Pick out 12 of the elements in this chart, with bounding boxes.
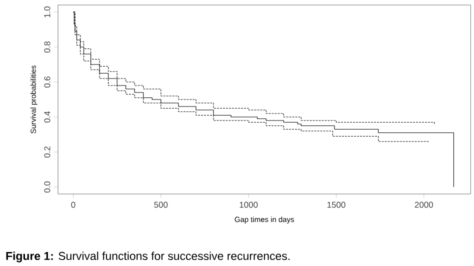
y-tick-label: 1.0 [44,6,50,18]
y-tick-label: 0.2 [44,146,50,158]
y-tick-label: 0.8 [44,41,50,53]
x-tick-label: 1000 [240,202,258,208]
x-tick-label: 0 [71,202,76,208]
x-tick-label: 500 [154,202,168,208]
y-tick-label: 0.0 [44,181,50,193]
y-tick-label: 0.6 [44,76,50,88]
x-tick-label: 2000 [414,202,433,208]
text: Figure 1: Survival functions for successive recurrences. [6,252,290,262]
y-tick-label: 0.4 [44,111,50,123]
x-tick-label: 1500 [327,202,346,208]
